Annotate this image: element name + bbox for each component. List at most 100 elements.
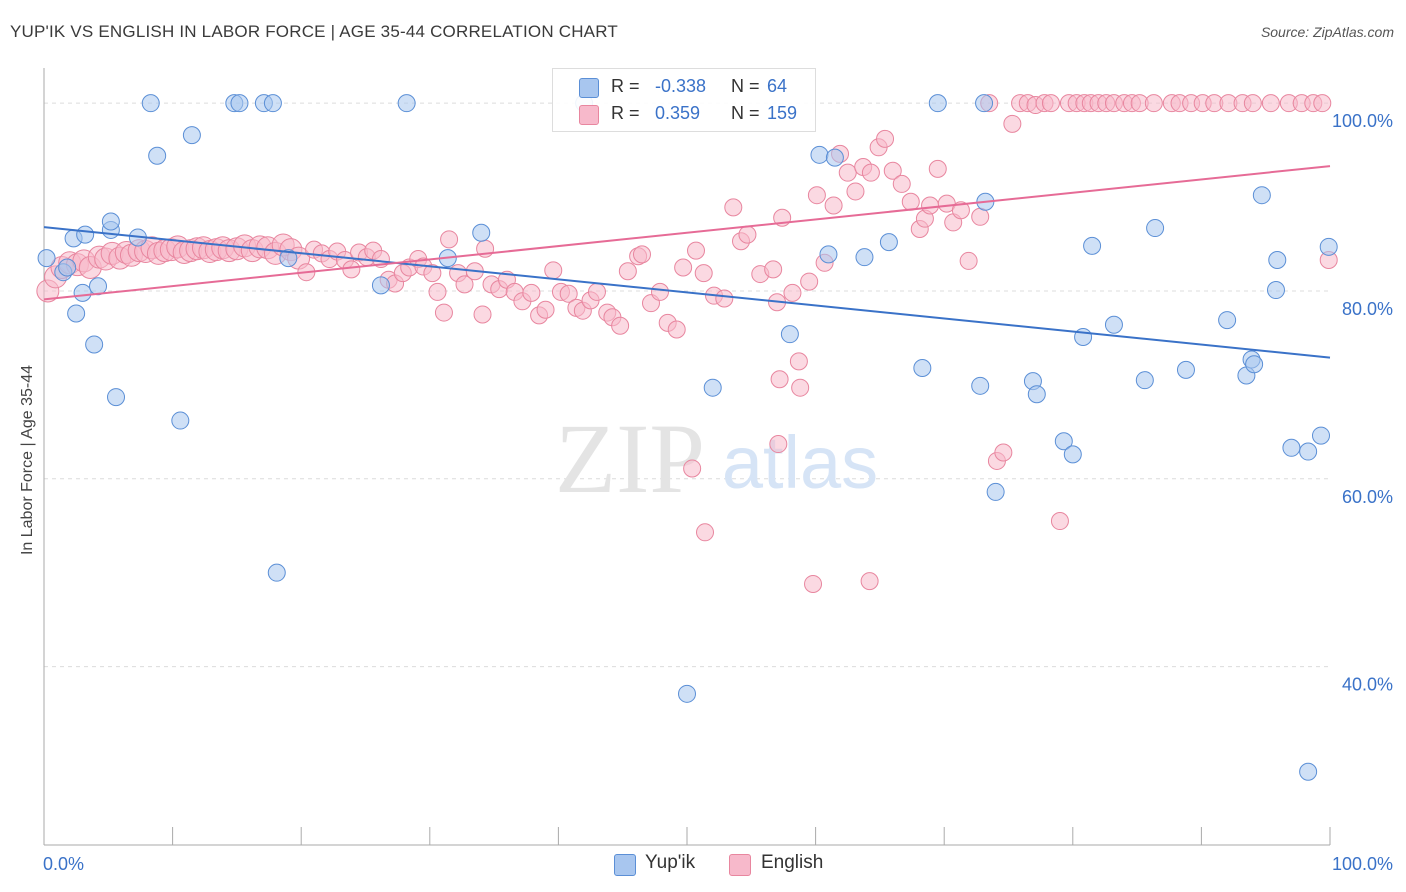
data-point (683, 459, 702, 478)
data-point (279, 249, 298, 268)
trend-line-yupik (43, 226, 1331, 359)
data-point (1243, 94, 1262, 113)
data-point (650, 282, 669, 301)
data-point (913, 358, 932, 377)
data-point (789, 352, 808, 371)
bottom-legend-swatch-yupik (614, 854, 636, 876)
data-point (901, 192, 920, 211)
data-point (800, 272, 819, 291)
data-point (371, 276, 390, 295)
data-point (58, 258, 77, 277)
x-tick-label: 100.0% (1332, 854, 1393, 874)
data-point (703, 378, 722, 397)
data-point (522, 283, 541, 302)
data-point (959, 251, 978, 270)
data-point (1041, 94, 1060, 113)
data-point (687, 241, 706, 260)
data-point (455, 275, 474, 294)
data-point (825, 148, 844, 167)
data-point (715, 289, 734, 308)
data-point (986, 482, 1005, 501)
data-point (876, 129, 895, 148)
correlation-legend: R = -0.338 N = 64 R = 0.359 N = 159 (552, 68, 816, 132)
data-point (807, 186, 826, 205)
data-point (434, 303, 453, 322)
data-point (861, 163, 880, 182)
data-point (1218, 311, 1237, 330)
data-point (824, 196, 843, 215)
y-tick-label: 40.0% (1342, 675, 1393, 695)
data-point (1050, 512, 1069, 531)
data-point (738, 225, 757, 244)
data-point (971, 376, 990, 395)
data-point (536, 300, 555, 319)
data-point (928, 94, 947, 113)
data-point (473, 305, 492, 324)
data-point (951, 201, 970, 220)
data-point (1282, 438, 1301, 457)
data-point (770, 370, 789, 389)
data-point (1176, 360, 1195, 379)
legend-swatch-yupik (579, 78, 599, 98)
data-point (1144, 94, 1163, 113)
legend-n-value: 64 (767, 76, 788, 96)
data-point (928, 159, 947, 178)
data-point (1135, 371, 1154, 390)
data-point (846, 182, 865, 201)
data-point (1146, 219, 1165, 238)
bottom-legend-label-yupik: Yup'ik (645, 852, 696, 873)
data-point (791, 378, 810, 397)
data-point (1268, 250, 1287, 269)
x-tick-label: 0.0% (43, 854, 84, 874)
data-point (440, 230, 459, 249)
data-point (342, 260, 361, 279)
watermark-atlas: atlas (722, 421, 878, 504)
data-point (921, 196, 940, 215)
data-point (1266, 281, 1285, 300)
data-point (1003, 114, 1022, 133)
data-point (971, 207, 990, 226)
data-point (559, 284, 578, 303)
data-point (819, 245, 838, 264)
data-point (860, 572, 879, 591)
data-point (674, 258, 693, 277)
data-point (1261, 94, 1280, 113)
data-point (107, 388, 126, 407)
legend-n-value: 159 (767, 103, 798, 123)
grid (44, 102, 1330, 668)
data-point (67, 304, 86, 323)
data-point (804, 574, 823, 593)
data-point (472, 223, 491, 242)
data-point (544, 261, 563, 280)
legend-r-value: -0.338 (655, 76, 707, 96)
data-point (724, 198, 743, 217)
data-point (267, 563, 286, 582)
data-point (1319, 237, 1338, 256)
yupik-points (37, 94, 1338, 781)
data-point (397, 94, 416, 113)
watermark: ZIP atlas (555, 403, 878, 514)
chart-title: YUP'IK VS ENGLISH IN LABOR FORCE | AGE 3… (10, 22, 618, 41)
data-point (764, 260, 783, 279)
legend-swatch-english (579, 105, 599, 125)
data-point (1083, 236, 1102, 255)
data-point (1252, 186, 1271, 205)
data-point (148, 146, 167, 165)
data-point (76, 225, 95, 244)
data-point (587, 282, 606, 301)
trend-line-english (43, 165, 1331, 301)
data-point (994, 443, 1013, 462)
data-point (73, 283, 92, 302)
axes (43, 68, 1331, 846)
x-tick-labels: 0.0% 100.0% (43, 854, 1393, 874)
data-point (667, 320, 686, 339)
data-point (769, 435, 788, 454)
y-tick-labels: 40.0% 60.0% 80.0% 100.0% (1332, 111, 1393, 694)
trend-lines (43, 165, 1331, 359)
legend-r-value: 0.359 (655, 103, 701, 123)
data-point (1299, 762, 1318, 781)
data-point (230, 94, 249, 113)
data-point (1027, 385, 1046, 404)
data-point (694, 264, 713, 283)
